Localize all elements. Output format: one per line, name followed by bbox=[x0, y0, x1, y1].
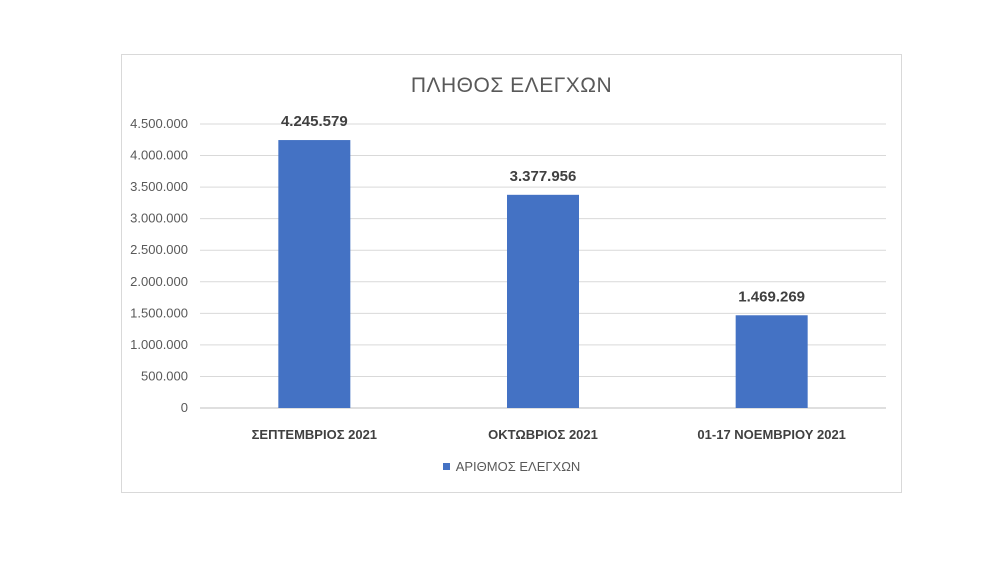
y-tick-label: 3.500.000 bbox=[130, 179, 188, 194]
legend-swatch bbox=[442, 463, 450, 470]
y-tick-label: 4.000.000 bbox=[130, 148, 188, 163]
y-tick-label: 0 bbox=[181, 400, 188, 415]
y-tick-label: 500.000 bbox=[141, 368, 188, 383]
y-tick-label: 2.000.000 bbox=[130, 274, 188, 289]
y-tick-label: 2.500.000 bbox=[130, 242, 188, 257]
bar bbox=[735, 315, 808, 408]
chart-title: ΠΛΗΘΟΣ ΕΛΕΓΧΩΝ bbox=[410, 74, 613, 97]
data-label: 4.245.579 bbox=[281, 113, 348, 130]
y-tick-label: 3.000.000 bbox=[130, 211, 188, 226]
x-tick-label: 01-17 ΝΟΕΜΒΡΙΟΥ 2021 bbox=[697, 427, 845, 442]
y-tick-label: 4.500.000 bbox=[130, 116, 188, 131]
data-label: 3.377.956 bbox=[510, 168, 577, 185]
data-label: 1.469.269 bbox=[738, 288, 805, 305]
bar bbox=[507, 194, 579, 408]
x-tick-label: ΟΚΤΩΒΡΙΟΣ 2021 bbox=[488, 427, 598, 442]
legend: ΑΡΙΘΜΟΣ ΕΛΕΓΧΩΝ bbox=[121, 459, 902, 474]
y-tick-label: 1.000.000 bbox=[130, 337, 188, 352]
y-tick-label: 1.500.000 bbox=[130, 305, 188, 320]
legend-label: ΑΡΙΘΜΟΣ ΕΛΕΓΧΩΝ bbox=[455, 459, 581, 474]
bar bbox=[278, 140, 351, 408]
x-tick-label: ΣΕΠΤΕΜΒΡΙΟΣ 2021 bbox=[252, 427, 377, 442]
